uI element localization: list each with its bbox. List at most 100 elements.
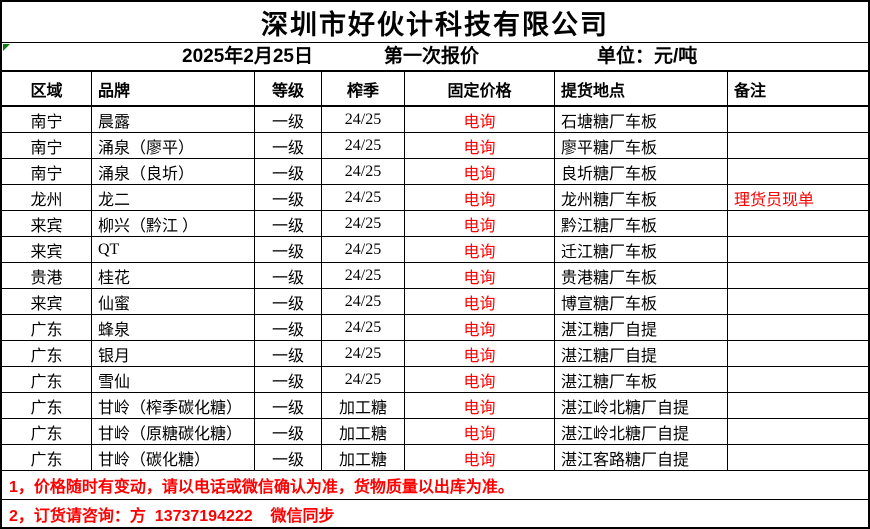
season-cell[interactable]: 24/25 — [322, 341, 405, 366]
brand-cell[interactable]: 涌泉（廖平） — [92, 133, 255, 158]
remark-cell[interactable] — [728, 263, 868, 288]
price-cell[interactable]: 电询 — [405, 367, 555, 392]
header-brand[interactable]: 品牌 — [92, 72, 255, 105]
season-cell[interactable]: 加工糖 — [322, 393, 405, 418]
price-cell[interactable]: 电询 — [405, 107, 555, 132]
price-cell[interactable]: 电询 — [405, 289, 555, 314]
brand-cell[interactable]: 晨露 — [92, 107, 255, 132]
region-cell[interactable]: 贵港 — [2, 263, 92, 288]
region-cell[interactable]: 广东 — [2, 315, 92, 340]
pickup-cell[interactable]: 石塘糖厂车板 — [555, 107, 728, 132]
remark-cell[interactable] — [728, 159, 868, 184]
header-price[interactable]: 固定价格 — [405, 72, 555, 105]
price-cell[interactable]: 电询 — [405, 133, 555, 158]
price-cell[interactable]: 电询 — [405, 211, 555, 236]
quote-date[interactable]: 2025年2月25日 — [182, 46, 313, 67]
grade-cell[interactable]: 一级 — [255, 107, 322, 132]
season-cell[interactable]: 24/25 — [322, 133, 405, 158]
grade-cell[interactable]: 一级 — [255, 315, 322, 340]
footnote-contact[interactable]: 2，订货请咨询：方 13737194222 微信同步 — [9, 507, 335, 525]
pickup-cell[interactable]: 贵港糖厂车板 — [555, 263, 728, 288]
region-cell[interactable]: 来宾 — [2, 289, 92, 314]
region-cell[interactable]: 南宁 — [2, 159, 92, 184]
grade-cell[interactable]: 一级 — [255, 211, 322, 236]
pickup-cell[interactable]: 湛江糖厂自提 — [555, 315, 728, 340]
price-cell[interactable]: 电询 — [405, 393, 555, 418]
region-cell[interactable]: 广东 — [2, 445, 92, 470]
header-region[interactable]: 区域 — [2, 72, 92, 105]
grade-cell[interactable]: 一级 — [255, 445, 322, 470]
remark-cell[interactable]: 理货员现单 — [734, 191, 815, 209]
brand-cell[interactable]: 蜂泉 — [92, 315, 255, 340]
brand-cell[interactable]: 甘岭（榨季碳化糖） — [92, 393, 255, 418]
season-cell[interactable]: 24/25 — [322, 185, 405, 210]
pickup-cell[interactable]: 廖平糖厂车板 — [555, 133, 728, 158]
company-title[interactable]: 深圳市好伙计科技有限公司 — [261, 9, 609, 40]
pickup-cell[interactable]: 湛江客路糖厂自提 — [555, 445, 728, 470]
region-cell[interactable]: 来宾 — [2, 237, 92, 262]
brand-cell[interactable]: 桂花 — [92, 263, 255, 288]
remark-cell[interactable] — [728, 289, 868, 314]
region-cell[interactable]: 广东 — [2, 367, 92, 392]
price-cell[interactable]: 电询 — [405, 263, 555, 288]
region-cell[interactable]: 南宁 — [2, 107, 92, 132]
season-cell[interactable]: 加工糖 — [322, 419, 405, 444]
grade-cell[interactable]: 一级 — [255, 237, 322, 262]
region-cell[interactable]: 来宾 — [2, 211, 92, 236]
price-cell[interactable]: 电询 — [405, 341, 555, 366]
price-cell[interactable]: 电询 — [405, 185, 555, 210]
brand-cell[interactable]: 龙二 — [92, 185, 255, 210]
grade-cell[interactable]: 一级 — [255, 393, 322, 418]
pickup-cell[interactable]: 湛江岭北糖厂自提 — [555, 393, 728, 418]
header-pickup[interactable]: 提货地点 — [555, 72, 728, 105]
brand-cell[interactable]: 甘岭（碳化糖） — [92, 445, 255, 470]
grade-cell[interactable]: 一级 — [255, 263, 322, 288]
price-cell[interactable]: 电询 — [405, 419, 555, 444]
price-cell[interactable]: 电询 — [405, 315, 555, 340]
remark-cell[interactable] — [728, 211, 868, 236]
region-cell[interactable]: 南宁 — [2, 133, 92, 158]
region-cell[interactable]: 广东 — [2, 341, 92, 366]
region-cell[interactable]: 广东 — [2, 419, 92, 444]
remark-cell[interactable] — [728, 107, 868, 132]
remark-cell[interactable] — [728, 237, 868, 262]
remark-cell[interactable] — [728, 393, 868, 418]
brand-cell[interactable]: QT — [92, 237, 255, 262]
pickup-cell[interactable]: 良圻糖厂车板 — [555, 159, 728, 184]
season-cell[interactable]: 24/25 — [322, 289, 405, 314]
header-season[interactable]: 榨季 — [322, 72, 405, 105]
season-cell[interactable]: 24/25 — [322, 315, 405, 340]
header-remark[interactable]: 备注 — [734, 82, 767, 100]
remark-cell[interactable] — [728, 419, 868, 444]
header-grade[interactable]: 等级 — [255, 72, 322, 105]
brand-cell[interactable]: 涌泉（良圻） — [92, 159, 255, 184]
grade-cell[interactable]: 一级 — [255, 367, 322, 392]
footnote-price-disclaimer[interactable]: 1，价格随时有变动，请以电话或微信确认为准，货物质量以出库为准。 — [9, 479, 514, 496]
pickup-cell[interactable]: 湛江糖厂车板 — [555, 367, 728, 392]
brand-cell[interactable]: 柳兴（黔江 ） — [92, 211, 255, 236]
season-cell[interactable]: 24/25 — [322, 107, 405, 132]
pickup-cell[interactable]: 迁江糖厂车板 — [555, 237, 728, 262]
grade-cell[interactable]: 一级 — [255, 133, 322, 158]
remark-cell[interactable] — [728, 445, 868, 470]
season-cell[interactable]: 24/25 — [322, 263, 405, 288]
pickup-cell[interactable]: 湛江糖厂自提 — [555, 341, 728, 366]
season-cell[interactable]: 24/25 — [322, 159, 405, 184]
brand-cell[interactable]: 雪仙 — [92, 367, 255, 392]
remark-cell[interactable] — [728, 133, 868, 158]
pickup-cell[interactable]: 湛江岭北糖厂自提 — [555, 419, 728, 444]
remark-cell[interactable] — [728, 367, 868, 392]
price-cell[interactable]: 电询 — [405, 159, 555, 184]
grade-cell[interactable]: 一级 — [255, 185, 322, 210]
season-cell[interactable]: 加工糖 — [322, 445, 405, 470]
remark-cell[interactable] — [728, 341, 868, 366]
pickup-cell[interactable]: 黔江糖厂车板 — [555, 211, 728, 236]
region-cell[interactable]: 龙州 — [2, 185, 92, 210]
brand-cell[interactable]: 甘岭（原糖碳化糖） — [92, 419, 255, 444]
quote-round[interactable]: 第一次报价 — [384, 46, 480, 67]
grade-cell[interactable]: 一级 — [255, 341, 322, 366]
unit-label[interactable]: 单位：元/吨 — [597, 46, 698, 67]
pickup-cell[interactable]: 龙州糖厂车板 — [555, 185, 728, 210]
region-cell[interactable]: 广东 — [2, 393, 92, 418]
pickup-cell[interactable]: 博宣糖厂车板 — [555, 289, 728, 314]
